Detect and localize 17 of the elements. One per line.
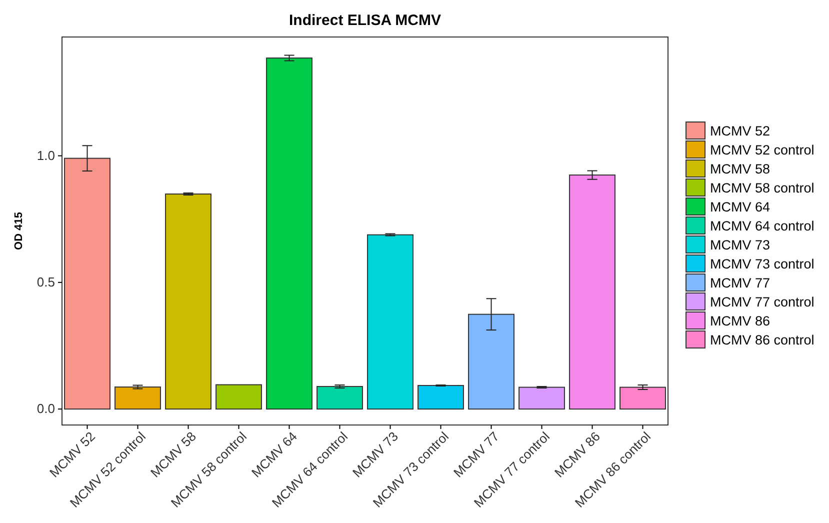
y-tick-label: 0.0 [36,401,55,416]
legend-label: MCMV 58 [710,162,770,176]
legend-label: MCMV 86 [710,314,770,328]
legend-label: MCMV 64 control [710,218,814,234]
y-tick-label: 0.5 [36,274,55,290]
legend-label: MCMV 52 control [710,142,814,158]
legend-label: MCMV 73 control [710,256,814,272]
legend-label: MCMV 58 control [710,180,814,196]
y-tick-label: 1.0 [36,148,55,163]
y-axis-title: OD 415 [13,212,25,250]
legend-label: MCMV 52 [710,124,770,138]
legend-label: MCMV 77 control [710,294,814,310]
legend-label: MCMV 77 [710,276,770,290]
legend-label: MCMV 73 [710,238,770,252]
legend-label: MCMV 64 [710,200,771,214]
legend-label: MCMV 86 control [710,332,814,348]
chart-title: Indirect ELISA MCMV [289,12,441,29]
